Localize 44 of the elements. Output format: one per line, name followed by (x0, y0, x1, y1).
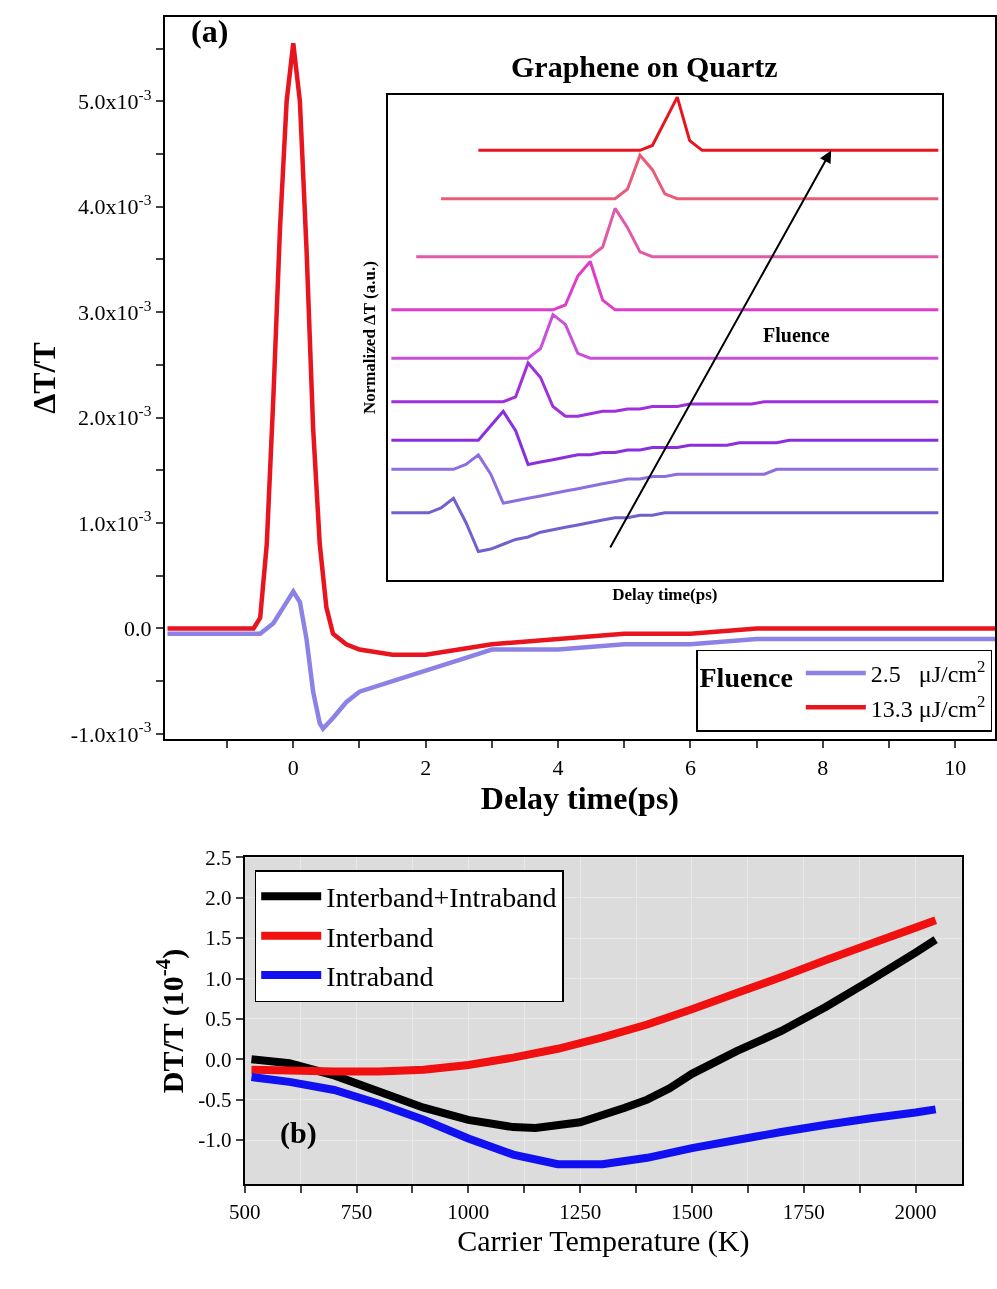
y-tick-label: 2.0x10$^{-3}$ (78, 402, 152, 431)
x-tick-label: 10 (944, 754, 967, 780)
y-tick-label: -1.0x10$^{-3}$ (70, 718, 152, 747)
x-tick-label: 500 (229, 1199, 261, 1224)
annotation: Fluence (763, 324, 830, 346)
legend-label: Interband+Intraband (326, 882, 557, 914)
x-tick-label: 6 (684, 754, 696, 780)
y-tick-label: 1.0x10$^{-3}$ (78, 507, 152, 536)
x-axis-title: Carrier Temperature (K) (457, 1223, 750, 1258)
annotation: (b) (280, 1116, 317, 1150)
y-tick-label: 2.5 (205, 845, 232, 870)
y-tick-label: 1.0 (205, 966, 232, 991)
y-axis-title: Normalized ΔT (a.u.) (359, 261, 379, 415)
y-tick-label: 3.0x10$^{-3}$ (78, 296, 152, 325)
y-tick-label: 0.5 (205, 1007, 232, 1032)
legend-title: Fluence (699, 662, 793, 694)
y-axis-title: ΔT/T (25, 342, 62, 414)
x-tick-label: 1500 (670, 1199, 713, 1224)
legend-label: Interband (326, 921, 434, 953)
line-series (165, 589, 995, 731)
legend-label: 2.5 μJ/cm$^{2}$ (870, 657, 986, 688)
x-tick-label: 8 (817, 754, 829, 780)
y-tick-label: 5.0x10$^{-3}$ (78, 85, 152, 114)
x-tick-label: 2 (420, 754, 432, 780)
y-tick-label: 1.5 (205, 926, 232, 951)
legend-label: 13.3 μJ/cm$^{2}$ (870, 691, 986, 722)
x-tick-label: 1750 (782, 1199, 825, 1224)
y-tick-label: -0.5 (198, 1088, 232, 1112)
legend-label: Intraband (326, 960, 434, 992)
y-tick-label: 4.0x10$^{-3}$ (78, 191, 152, 220)
y-tick-label: 0.0 (205, 1047, 232, 1072)
x-tick-label: 4 (552, 754, 564, 780)
x-tick-label: 750 (340, 1199, 373, 1224)
y-tick-label: -1.0 (198, 1128, 232, 1153)
x-tick-label: 1250 (559, 1199, 602, 1224)
chart-title: Graphene on Quartz (511, 50, 778, 83)
y-tick-label: 2.0 (205, 886, 232, 911)
x-tick-label: 1000 (447, 1199, 490, 1224)
x-tick-label: 0 (287, 754, 299, 780)
x-tick-label: 2000 (894, 1199, 937, 1224)
x-axis-title: Delay time(ps) (612, 585, 718, 605)
annotation: (a) (191, 13, 229, 49)
x-axis-title: Delay time(ps) (480, 779, 679, 816)
y-tick-label: 0.0 (123, 616, 152, 642)
